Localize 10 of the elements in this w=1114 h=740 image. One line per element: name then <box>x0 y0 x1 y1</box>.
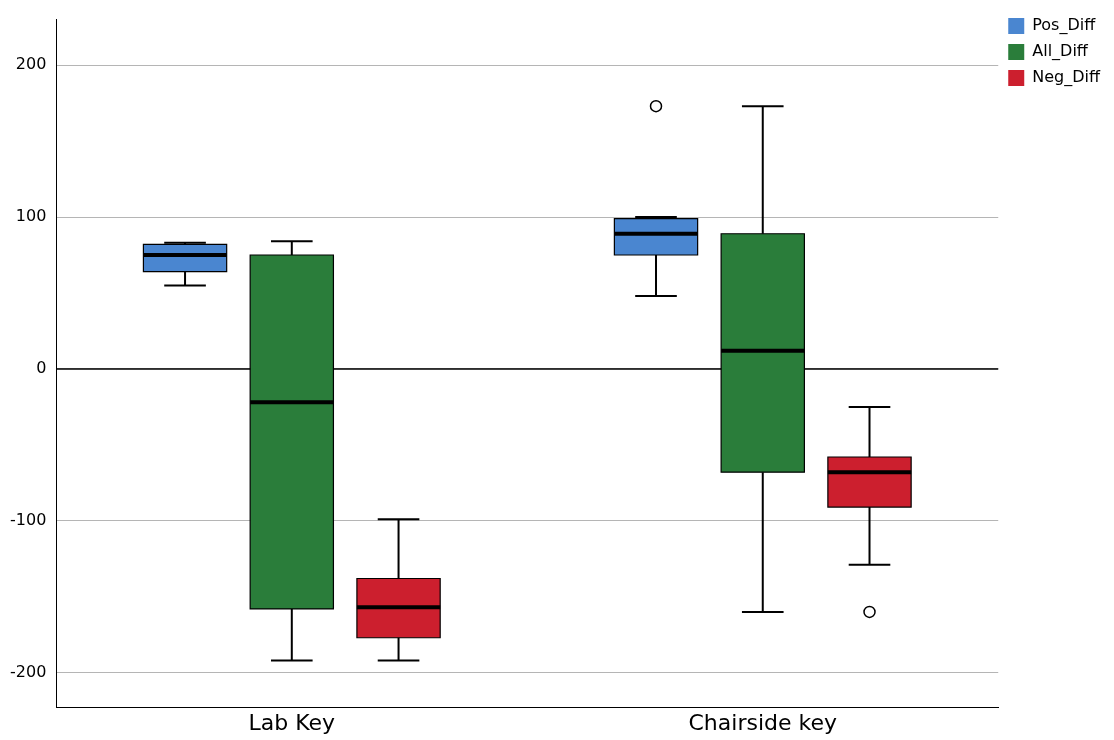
x-tick-label: Chairside key <box>688 709 838 735</box>
y-tick-label: 200 <box>15 54 47 74</box>
y-tick-label: -100 <box>10 509 47 529</box>
legend-label: Neg_Diff <box>1032 67 1101 88</box>
x-tick-label: Lab Key <box>248 709 336 735</box>
legend-label: Pos_Diff <box>1032 15 1097 36</box>
y-tick-label: 0 <box>36 358 47 378</box>
y-tick-label: -200 <box>10 661 47 681</box>
y-tick-label: 100 <box>15 206 47 226</box>
legend-label: All_Diff <box>1032 41 1089 62</box>
